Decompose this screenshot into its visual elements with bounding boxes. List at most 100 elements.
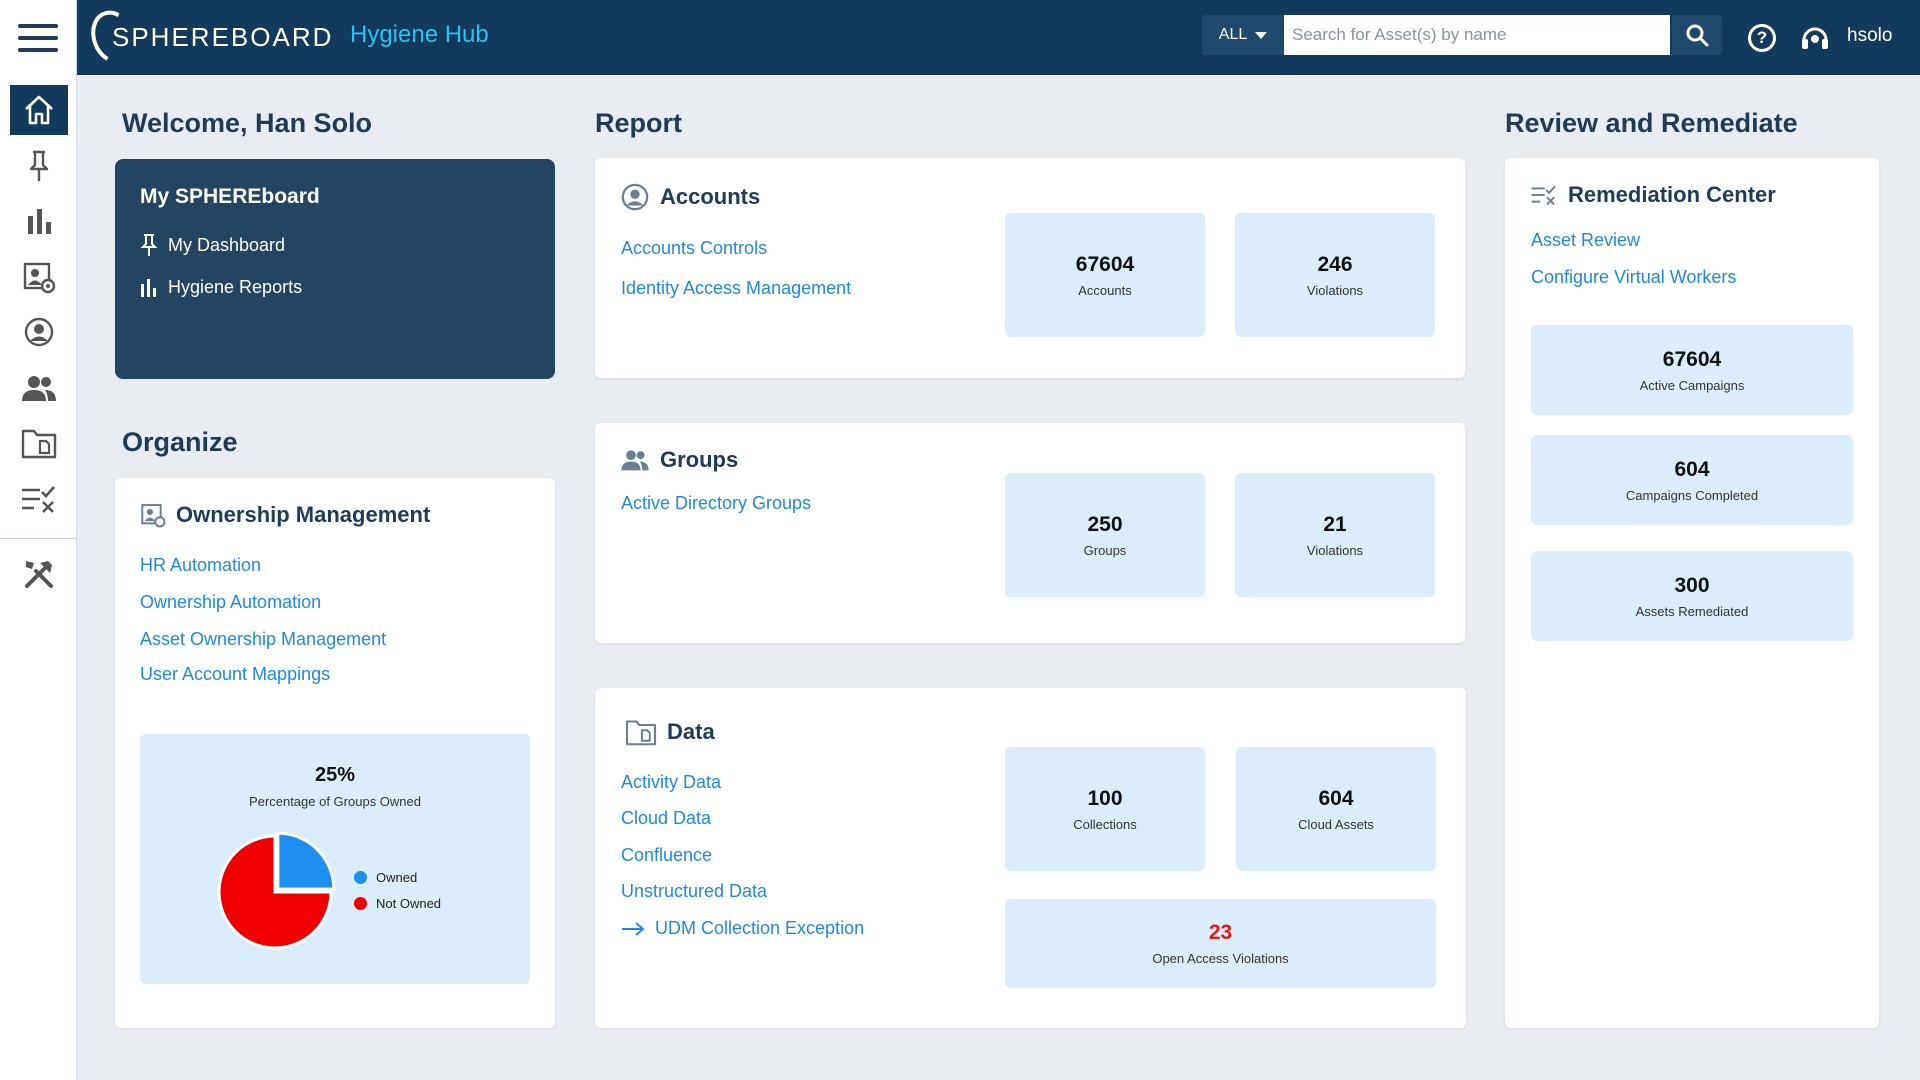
my-sphereboard-card: My SPHEREboard My Dashboard Hygiene Repo… bbox=[115, 159, 555, 379]
pin-icon bbox=[140, 234, 158, 256]
confluence-link[interactable]: Confluence bbox=[621, 845, 713, 865]
groups-count-value: 250 bbox=[1087, 512, 1123, 536]
sidebar-item-reports[interactable] bbox=[10, 196, 68, 246]
ownership-automation-link[interactable]: Ownership Automation bbox=[140, 592, 322, 612]
logo-arc-icon bbox=[84, 4, 142, 70]
groups-label: Groups bbox=[660, 447, 739, 472]
activity-data-link[interactable]: Activity Data bbox=[621, 772, 722, 792]
ownership-management-label: Ownership Management bbox=[176, 502, 431, 527]
legend-not-owned: Not Owned bbox=[354, 896, 441, 911]
campaigns-completed-tile[interactable]: 604 Campaigns Completed bbox=[1531, 435, 1853, 525]
groups-violations-value: 21 bbox=[1323, 512, 1347, 536]
sidebar-item-tools[interactable] bbox=[10, 549, 68, 599]
accounts-card: Accounts Accounts Controls Identity Acce… bbox=[595, 158, 1465, 378]
my-dashboard-link[interactable]: My Dashboard bbox=[140, 233, 285, 257]
open-access-violations-value: 23 bbox=[1208, 921, 1233, 944]
ownership-management-title: Ownership Management bbox=[140, 502, 430, 528]
search-scope-label: ALL bbox=[1218, 26, 1248, 43]
accounts-controls-link[interactable]: Accounts Controls bbox=[621, 238, 768, 258]
open-access-violations-label: Open Access Violations bbox=[1152, 951, 1289, 966]
accounts-violations-tile[interactable]: 246 Violations bbox=[1235, 213, 1435, 337]
logo[interactable]: SPHEREBOARD bbox=[84, 4, 333, 70]
username[interactable]: hsolo bbox=[1847, 25, 1893, 46]
groups-violations-tile[interactable]: 21 Violations bbox=[1235, 473, 1435, 597]
sidebar-item-pinned[interactable] bbox=[10, 141, 68, 191]
hamburger-icon bbox=[18, 23, 58, 52]
sidebar-item-ownership[interactable] bbox=[10, 252, 68, 302]
remediation-icon bbox=[22, 486, 55, 513]
active-campaigns-tile[interactable]: 67604 Active Campaigns bbox=[1531, 325, 1853, 415]
search-button[interactable] bbox=[1672, 15, 1722, 55]
legend-owned-dot bbox=[354, 871, 367, 884]
open-access-violations-tile[interactable]: 23 Open Access Violations bbox=[1005, 899, 1436, 988]
accounts-count-tile[interactable]: 67604 Accounts bbox=[1005, 213, 1205, 337]
tools-icon bbox=[25, 561, 53, 588]
assets-remediated-value: 300 bbox=[1674, 573, 1710, 597]
search-input[interactable] bbox=[1284, 15, 1670, 55]
hamburger-menu-button[interactable] bbox=[0, 0, 77, 75]
pin-icon bbox=[29, 150, 49, 181]
cloud-data-link[interactable]: Cloud Data bbox=[621, 808, 712, 828]
groups-count-tile[interactable]: 250 Groups bbox=[1005, 473, 1205, 597]
headset-icon[interactable] bbox=[1800, 24, 1830, 52]
groups-card: Groups Active Directory Groups 250 Group… bbox=[595, 423, 1465, 643]
collections-tile[interactable]: 100 Collections bbox=[1005, 747, 1205, 871]
user-account-mappings-link[interactable]: User Account Mappings bbox=[140, 664, 331, 684]
campaigns-completed-label: Campaigns Completed bbox=[1625, 487, 1759, 503]
ownership-icon bbox=[23, 262, 56, 294]
sidebar-item-remediation[interactable] bbox=[10, 474, 68, 524]
account-icon bbox=[24, 317, 54, 347]
assets-remediated-tile[interactable]: 300 Assets Remediated bbox=[1531, 551, 1853, 641]
pie-slice-not-owned[interactable] bbox=[217, 834, 333, 950]
remediation-center-title: Remediation Center bbox=[1530, 182, 1776, 208]
sidebar-item-data[interactable] bbox=[10, 418, 68, 468]
legend-not-owned-label: Not Owned bbox=[376, 896, 442, 911]
groups-count-label: Groups bbox=[1083, 542, 1127, 558]
identity-access-management-link[interactable]: Identity Access Management bbox=[621, 278, 852, 298]
sidebar-divider bbox=[0, 538, 77, 539]
accounts-title: Accounts bbox=[620, 182, 760, 212]
udm-collection-exception-link[interactable]: UDM Collection Exception bbox=[621, 918, 864, 939]
cloud-assets-tile[interactable]: 604 Cloud Assets bbox=[1236, 747, 1436, 871]
search-scope-dropdown[interactable]: ALL bbox=[1202, 15, 1284, 55]
chart-value: 25% bbox=[314, 764, 356, 786]
arrow-right-icon bbox=[622, 921, 645, 936]
asset-review-link[interactable]: Asset Review bbox=[1531, 230, 1641, 250]
sidebar-item-accounts[interactable] bbox=[10, 307, 68, 357]
welcome-title: Welcome, Han Solo bbox=[122, 108, 373, 138]
asset-ownership-management-link[interactable]: Asset Ownership Management bbox=[140, 629, 387, 649]
active-campaigns-value: 67604 bbox=[1662, 347, 1722, 371]
search-icon bbox=[1686, 24, 1709, 47]
unstructured-data-link[interactable]: Unstructured Data bbox=[621, 881, 768, 901]
organize-title: Organize bbox=[122, 427, 238, 457]
data-title: Data bbox=[625, 718, 715, 746]
cloud-assets-value: 604 bbox=[1318, 786, 1354, 810]
remediation-icon bbox=[1531, 185, 1556, 206]
app-name: Hygiene Hub bbox=[350, 21, 489, 48]
legend-owned-label: Owned bbox=[376, 870, 418, 885]
accounts-count-label: Accounts bbox=[1078, 282, 1132, 298]
pie-slice-owned[interactable] bbox=[276, 832, 335, 891]
sidebar-item-home[interactable] bbox=[10, 85, 68, 135]
sidebar-item-groups[interactable] bbox=[10, 363, 68, 413]
groups-violations-label: Violations bbox=[1306, 542, 1364, 558]
cloud-assets-label: Cloud Assets bbox=[1298, 816, 1374, 832]
configure-virtual-workers-link[interactable]: Configure Virtual Workers bbox=[1531, 267, 1737, 287]
remediation-center-label: Remediation Center bbox=[1568, 182, 1776, 207]
accounts-violations-label: Violations bbox=[1306, 282, 1364, 298]
data-folder-icon bbox=[625, 720, 657, 746]
bar-chart-icon bbox=[141, 278, 156, 297]
collections-value: 100 bbox=[1087, 786, 1123, 810]
hygiene-reports-link[interactable]: Hygiene Reports bbox=[140, 277, 302, 298]
accounts-violations-value: 246 bbox=[1317, 252, 1353, 276]
my-dashboard-label: My Dashboard bbox=[168, 234, 286, 255]
help-icon[interactable]: ? bbox=[1748, 24, 1776, 52]
hr-automation-link[interactable]: HR Automation bbox=[140, 555, 262, 575]
udm-collection-exception-label: UDM Collection Exception bbox=[655, 918, 865, 938]
remediation-center-card: Remediation Center Asset Review Configur… bbox=[1505, 158, 1879, 1028]
sidebar bbox=[0, 75, 77, 1080]
groups-title: Groups bbox=[620, 447, 738, 473]
legend-owned: Owned bbox=[354, 870, 417, 885]
active-directory-groups-link[interactable]: Active Directory Groups bbox=[621, 493, 812, 513]
account-icon bbox=[621, 183, 649, 211]
